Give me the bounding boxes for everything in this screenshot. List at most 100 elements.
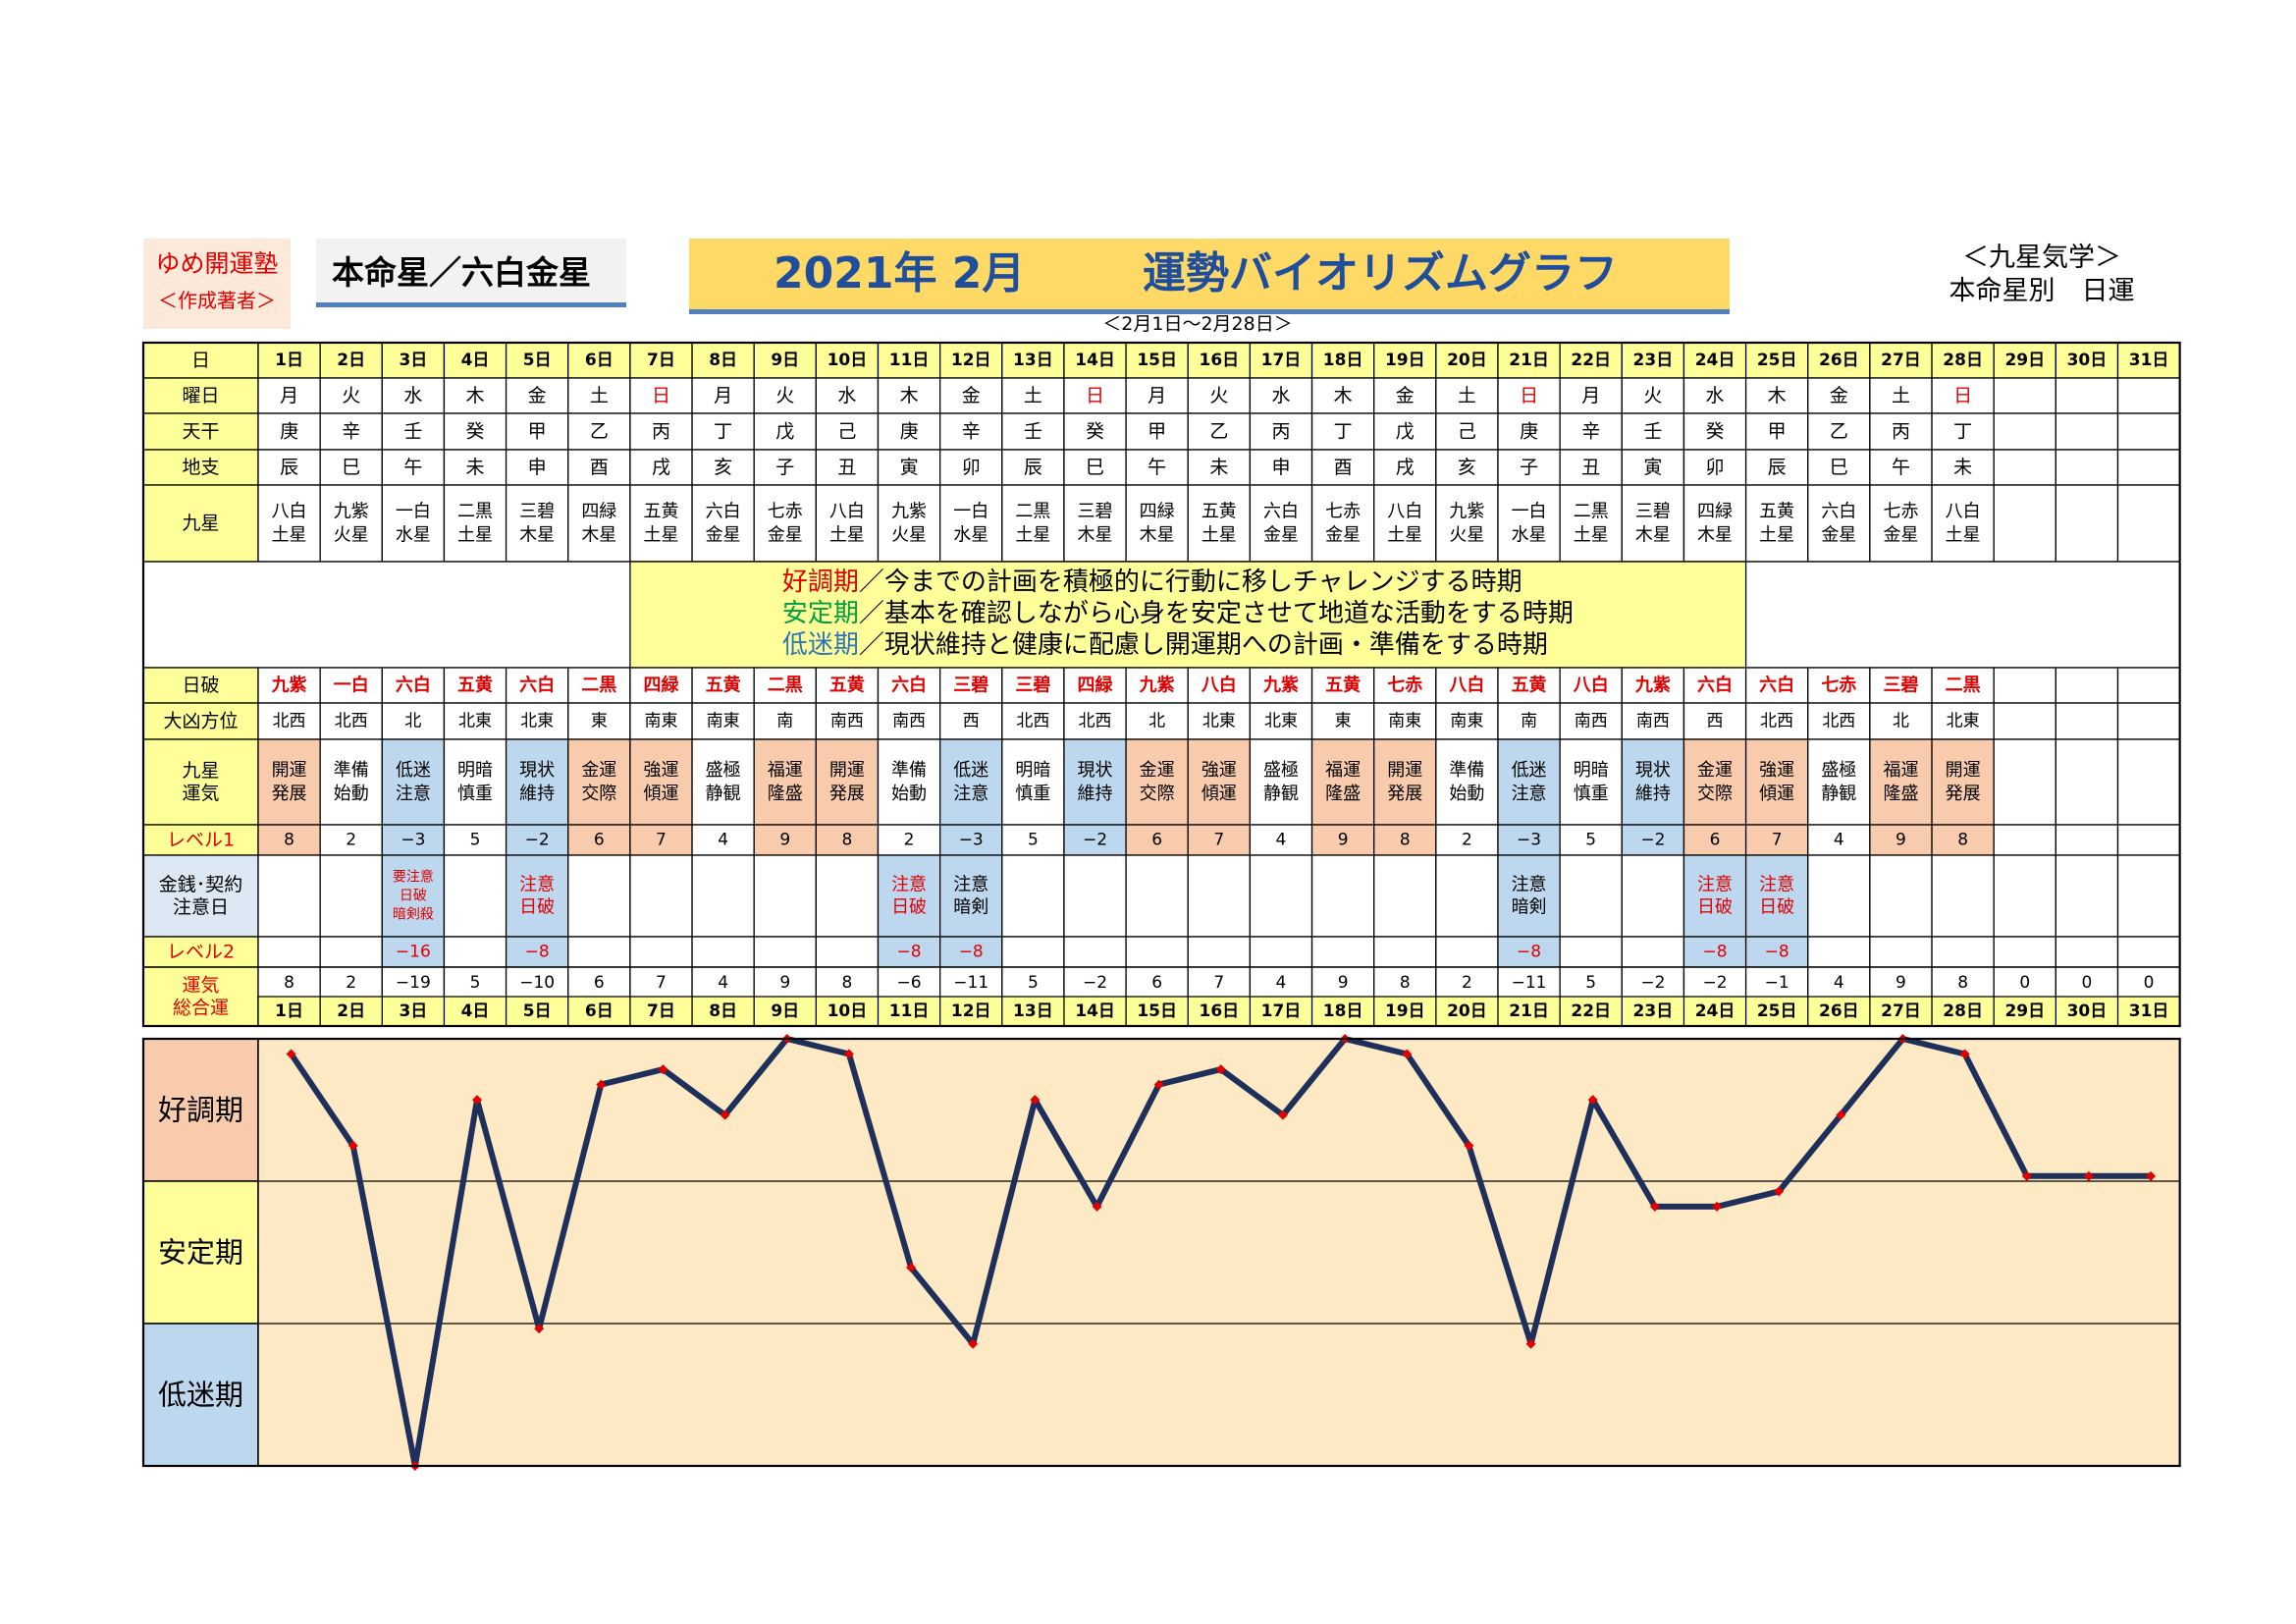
money-cell xyxy=(567,854,631,938)
level1-cell xyxy=(1931,824,1995,856)
unki-label-line-2: 静観 xyxy=(1821,784,1856,804)
unki-label-line-1: 現状 xyxy=(1635,760,1671,781)
money-cell xyxy=(1744,854,1809,938)
tenkan-label: 庚 xyxy=(900,421,919,443)
row-label-unki xyxy=(142,738,259,826)
daikyo-label: 東 xyxy=(591,712,608,731)
daikyo-cell xyxy=(1187,702,1252,740)
day-label: 6日 xyxy=(585,351,614,370)
unki-cell xyxy=(1063,738,1127,826)
day-label: 29日 xyxy=(2004,351,2045,370)
tenkan-label: 己 xyxy=(1458,421,1476,443)
day-label: 30日 xyxy=(2067,351,2108,370)
unki-cell xyxy=(257,738,321,826)
day-label: 7日 xyxy=(647,351,675,370)
total-value: 8 xyxy=(1957,973,1968,993)
total-day-label: 31日 xyxy=(2129,1001,2169,1021)
kyusei-label-line-1: 二黒 xyxy=(457,502,493,522)
tenkan-cell xyxy=(1249,412,1313,451)
nichiha-label: 五黄 xyxy=(1512,675,1547,696)
day-label: 14日 xyxy=(1075,351,1115,370)
kyusei-label-line-1: 三碧 xyxy=(519,502,555,522)
money-note-line-1: 注意 xyxy=(1759,875,1794,895)
unki-label-line-2: 維持 xyxy=(519,784,555,804)
nichiha-label: 二黒 xyxy=(1946,676,1981,696)
money-note-line-2: 日破 xyxy=(1697,897,1733,918)
day-cell xyxy=(1125,342,1189,379)
money-cell xyxy=(319,854,383,938)
unki-cell xyxy=(1931,738,1995,826)
daikyo-label: 南西 xyxy=(830,712,864,731)
kyusei-label-line-2: 金星 xyxy=(1883,525,1918,546)
unki-label-line-2: 慎重 xyxy=(457,784,493,804)
nichiha-label: 九紫 xyxy=(1634,675,1671,696)
level1-value: 6 xyxy=(1151,831,1162,850)
level1-value: 5 xyxy=(470,831,481,850)
level1-value: −2 xyxy=(1083,831,1107,850)
tenkan-cell xyxy=(567,412,631,451)
tenkan-cell xyxy=(1373,412,1437,451)
level2-value: −8 xyxy=(525,943,550,962)
chishi-label: 午 xyxy=(1148,457,1166,478)
level1-cell xyxy=(2055,824,2119,856)
kyusei-cell xyxy=(1931,484,1995,563)
author-caption: ＜作成著者＞ xyxy=(158,289,276,312)
day-label: 10日 xyxy=(828,351,868,370)
kyusei-cell xyxy=(567,484,631,563)
tenkan-label: 乙 xyxy=(590,421,609,443)
kyusei-label-line-1: 九紫 xyxy=(334,502,369,522)
money-cell xyxy=(1187,854,1252,938)
level1-value: 7 xyxy=(1213,831,1224,850)
total-value: −11 xyxy=(953,973,988,993)
data-point-24 xyxy=(1712,1201,1723,1212)
weekday-cell xyxy=(1869,377,1933,414)
nichiha-label: 九紫 xyxy=(1262,675,1299,696)
money-cell xyxy=(1621,854,1685,938)
kyusei-cell xyxy=(1187,484,1252,563)
row-label-tenkan xyxy=(142,412,259,451)
kyusei-label-line-2: 金星 xyxy=(768,525,803,546)
money-cell xyxy=(1559,854,1623,938)
money-cell xyxy=(1373,854,1437,938)
band-label-text-1: 好調期 xyxy=(158,1094,243,1127)
page-title-bar: 2021年 2月 運勢バイオリズムグラフ xyxy=(689,239,1730,314)
day-label: 22日 xyxy=(1571,351,1611,370)
unki-cell xyxy=(567,738,631,826)
unki-label-line-1: 明暗 xyxy=(457,760,493,781)
unki-label-line-2: 隆盛 xyxy=(1883,784,1918,804)
daikyo-label: 北東 xyxy=(1202,712,1236,731)
kyusei-label-line-1: 八白 xyxy=(272,502,307,522)
total-day-label: 29日 xyxy=(2004,1001,2045,1021)
money-cell xyxy=(2055,854,2119,938)
day-label: 16日 xyxy=(1199,351,1239,370)
tenkan-cell xyxy=(2116,412,2181,451)
row-label-kyusei xyxy=(142,484,259,563)
nichiha-cell xyxy=(1435,667,1499,704)
total-value: 9 xyxy=(1896,973,1906,993)
kyusei-label-line-2: 土星 xyxy=(1574,525,1609,546)
daikyo-cell xyxy=(1931,702,1995,740)
data-point-8 xyxy=(720,1110,730,1120)
nichiha-cell xyxy=(2055,667,2119,704)
kyusei-label-line-2: 金星 xyxy=(1263,525,1299,546)
daikyo-label: 南西 xyxy=(892,712,926,731)
weekday-cell xyxy=(567,377,631,414)
unki-cell xyxy=(1993,738,2056,826)
legend-desc: ／基本を確認しながら心身を安定させて地道な活動をする時期 xyxy=(859,599,1574,628)
daikyo-label: 北東 xyxy=(520,712,554,731)
tenkan-label: 丙 xyxy=(1892,421,1910,443)
school-label: ＜九星気学＞ 本命星別 日運 xyxy=(1914,242,2169,308)
kyusei-cell xyxy=(2116,484,2181,563)
unki-label-line-2: 注意 xyxy=(1512,784,1547,804)
weekday-cell xyxy=(443,377,507,414)
data-point-10 xyxy=(843,1049,854,1059)
chishi-cell xyxy=(753,449,818,486)
row-label-chishi-text: 地支 xyxy=(182,457,219,478)
total-value: 2 xyxy=(1462,973,1472,993)
row-label-total-line-1: 運気 xyxy=(182,975,219,997)
unki-label-line-2: 傾運 xyxy=(1201,784,1237,804)
level2-cell xyxy=(567,936,631,968)
weekday-cell xyxy=(1373,377,1437,414)
chishi-label: 丑 xyxy=(1581,457,1600,478)
unki-cell xyxy=(1869,738,1933,826)
